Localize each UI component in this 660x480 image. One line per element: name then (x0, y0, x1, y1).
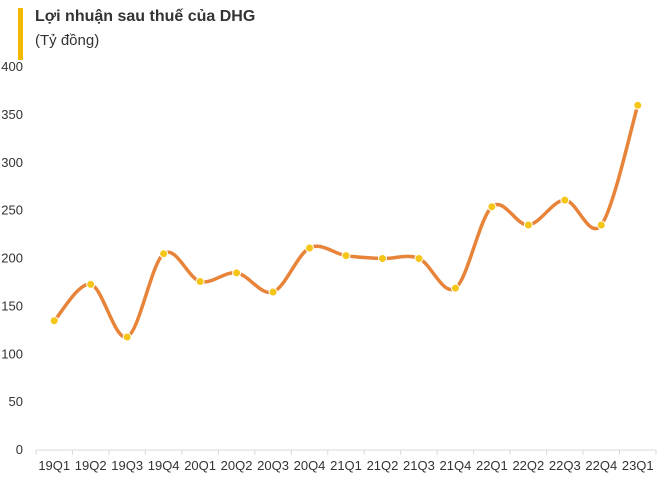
chart-title: Lợi nhuận sau thuế của DHG (35, 8, 256, 25)
y-tick-label: 50 (9, 394, 23, 409)
x-tick-label: 22Q4 (585, 458, 617, 473)
data-point (377, 254, 387, 263)
series-line (52, 103, 640, 339)
x-tick-label: 19Q3 (111, 458, 143, 473)
x-tick-label: 22Q3 (549, 458, 581, 473)
data-point (195, 276, 205, 286)
x-tick-label: 20Q2 (221, 458, 253, 473)
data-point (414, 254, 424, 263)
x-tick-label: 21Q2 (367, 458, 399, 473)
data-point (49, 316, 59, 326)
data-point (596, 220, 606, 230)
x-tick-label: 19Q4 (148, 458, 180, 473)
data-point (122, 332, 132, 342)
y-tick-label: 250 (1, 203, 23, 218)
data-point (560, 195, 570, 205)
x-tick-label: 21Q3 (403, 458, 435, 473)
y-tick-label: 100 (1, 346, 23, 361)
data-point (159, 249, 169, 259)
x-tick-label: 22Q2 (512, 458, 544, 473)
y-tick-label: 400 (1, 59, 23, 74)
data-point (633, 100, 643, 110)
x-tick-label: 23Q1 (622, 458, 654, 473)
x-tick-label: 19Q1 (38, 458, 70, 473)
x-tick-label: 20Q4 (294, 458, 326, 473)
y-tick-label: 150 (1, 298, 23, 313)
y-tick-label: 350 (1, 107, 23, 122)
x-tick-label: 19Q2 (75, 458, 107, 473)
x-tick-label: 21Q1 (330, 458, 362, 473)
y-tick-label: 200 (1, 251, 23, 266)
data-point (450, 283, 460, 293)
data-point (487, 202, 497, 212)
y-tick-label: 0 (16, 442, 23, 457)
x-tick-label: 20Q1 (184, 458, 216, 473)
title-accent-bar (18, 8, 23, 60)
data-point (86, 279, 96, 289)
y-tick-label: 300 (1, 155, 23, 170)
x-tick-label: 21Q4 (440, 458, 472, 473)
data-point (341, 251, 351, 261)
x-tick-label: 22Q1 (476, 458, 508, 473)
chart-subtitle: (Tỷ đồng) (35, 32, 100, 49)
data-point (232, 268, 242, 278)
data-point (268, 287, 278, 297)
data-point (523, 220, 533, 230)
x-tick-label: 20Q3 (257, 458, 289, 473)
data-point (305, 243, 315, 253)
